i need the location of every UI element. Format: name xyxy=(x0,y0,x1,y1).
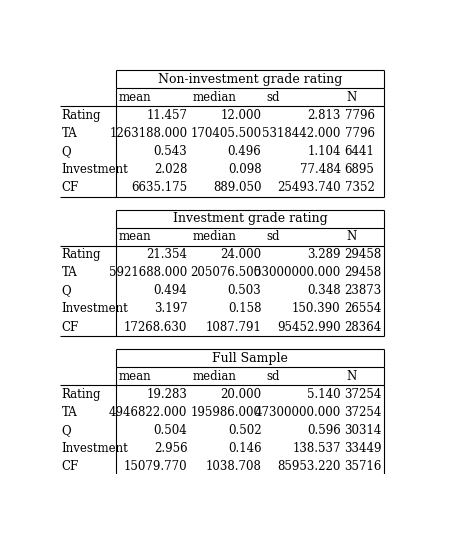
Text: 0.158: 0.158 xyxy=(228,302,261,316)
Text: 37254: 37254 xyxy=(345,388,382,401)
Text: N: N xyxy=(346,370,357,383)
Text: CF: CF xyxy=(62,460,79,473)
Text: 95452.990: 95452.990 xyxy=(277,320,341,334)
Text: sd: sd xyxy=(266,370,280,383)
Text: 26554: 26554 xyxy=(345,302,382,316)
Text: 889.050: 889.050 xyxy=(213,181,261,194)
Text: 30314: 30314 xyxy=(345,424,382,437)
Text: 6441: 6441 xyxy=(345,145,374,158)
Text: Investment: Investment xyxy=(62,163,128,176)
Text: 15079.770: 15079.770 xyxy=(124,460,187,473)
Text: 0.504: 0.504 xyxy=(154,424,187,437)
Text: Full Sample: Full Sample xyxy=(212,352,288,365)
Text: 1038.708: 1038.708 xyxy=(206,460,261,473)
Text: 53000000.000: 53000000.000 xyxy=(254,266,341,279)
Text: 0.502: 0.502 xyxy=(228,424,261,437)
Text: 85953.220: 85953.220 xyxy=(277,460,341,473)
Text: 138.537: 138.537 xyxy=(292,442,341,455)
Text: Rating: Rating xyxy=(62,388,101,401)
Text: 28364: 28364 xyxy=(345,320,382,334)
Text: TA: TA xyxy=(62,266,78,279)
Text: 5921688.000: 5921688.000 xyxy=(109,266,187,279)
Text: 77.484: 77.484 xyxy=(299,163,341,176)
Text: 2.028: 2.028 xyxy=(154,163,187,176)
Text: 21.354: 21.354 xyxy=(146,248,187,261)
Text: 195986.000: 195986.000 xyxy=(190,406,261,419)
Text: median: median xyxy=(193,91,236,104)
Text: 0.146: 0.146 xyxy=(228,442,261,455)
Text: sd: sd xyxy=(266,91,280,104)
Text: 6895: 6895 xyxy=(345,163,374,176)
Text: 17268.630: 17268.630 xyxy=(124,320,187,334)
Text: 0.596: 0.596 xyxy=(307,424,341,437)
Text: 29458: 29458 xyxy=(345,266,382,279)
Text: 1087.791: 1087.791 xyxy=(206,320,261,334)
Text: 2.956: 2.956 xyxy=(154,442,187,455)
Text: Investment grade rating: Investment grade rating xyxy=(173,212,327,225)
Text: 47300000.000: 47300000.000 xyxy=(254,406,341,419)
Text: 0.496: 0.496 xyxy=(228,145,261,158)
Text: N: N xyxy=(346,230,357,243)
Text: 7796: 7796 xyxy=(345,109,375,122)
Text: 150.390: 150.390 xyxy=(292,302,341,316)
Text: 35716: 35716 xyxy=(345,460,382,473)
Text: 0.098: 0.098 xyxy=(228,163,261,176)
Text: 3.289: 3.289 xyxy=(307,248,341,261)
Text: 3.197: 3.197 xyxy=(154,302,187,316)
Text: 2.813: 2.813 xyxy=(307,109,341,122)
Text: 4946822.000: 4946822.000 xyxy=(109,406,187,419)
Text: 19.283: 19.283 xyxy=(146,388,187,401)
Text: 0.494: 0.494 xyxy=(154,285,187,297)
Text: 5318442.000: 5318442.000 xyxy=(262,127,341,140)
Text: 0.348: 0.348 xyxy=(307,285,341,297)
Text: 6635.175: 6635.175 xyxy=(132,181,187,194)
Text: 7352: 7352 xyxy=(345,181,374,194)
Text: N: N xyxy=(346,91,357,104)
Text: CF: CF xyxy=(62,320,79,334)
Text: 5.140: 5.140 xyxy=(307,388,341,401)
Text: TA: TA xyxy=(62,127,78,140)
Text: 29458: 29458 xyxy=(345,248,382,261)
Text: Investment: Investment xyxy=(62,302,128,316)
Text: mean: mean xyxy=(119,230,151,243)
Text: Investment: Investment xyxy=(62,442,128,455)
Text: CF: CF xyxy=(62,181,79,194)
Text: Non-investment grade rating: Non-investment grade rating xyxy=(158,72,342,86)
Text: Rating: Rating xyxy=(62,248,101,261)
Text: 0.543: 0.543 xyxy=(154,145,187,158)
Text: 0.503: 0.503 xyxy=(228,285,261,297)
Text: mean: mean xyxy=(119,370,151,383)
Text: 1.104: 1.104 xyxy=(307,145,341,158)
Text: 24.000: 24.000 xyxy=(220,248,261,261)
Text: 37254: 37254 xyxy=(345,406,382,419)
Text: median: median xyxy=(193,370,236,383)
Text: Rating: Rating xyxy=(62,109,101,122)
Text: sd: sd xyxy=(266,230,280,243)
Text: Q: Q xyxy=(62,285,71,297)
Text: 12.000: 12.000 xyxy=(220,109,261,122)
Text: TA: TA xyxy=(62,406,78,419)
Text: 11.457: 11.457 xyxy=(146,109,187,122)
Text: median: median xyxy=(193,230,236,243)
Text: Q: Q xyxy=(62,424,71,437)
Text: 205076.500: 205076.500 xyxy=(190,266,261,279)
Text: Q: Q xyxy=(62,145,71,158)
Text: 1263188.000: 1263188.000 xyxy=(109,127,187,140)
Text: mean: mean xyxy=(119,91,151,104)
Text: 7796: 7796 xyxy=(345,127,375,140)
Text: 23873: 23873 xyxy=(345,285,382,297)
Text: 170405.500: 170405.500 xyxy=(190,127,261,140)
Text: 33449: 33449 xyxy=(345,442,382,455)
Text: 25493.740: 25493.740 xyxy=(277,181,341,194)
Text: 20.000: 20.000 xyxy=(220,388,261,401)
